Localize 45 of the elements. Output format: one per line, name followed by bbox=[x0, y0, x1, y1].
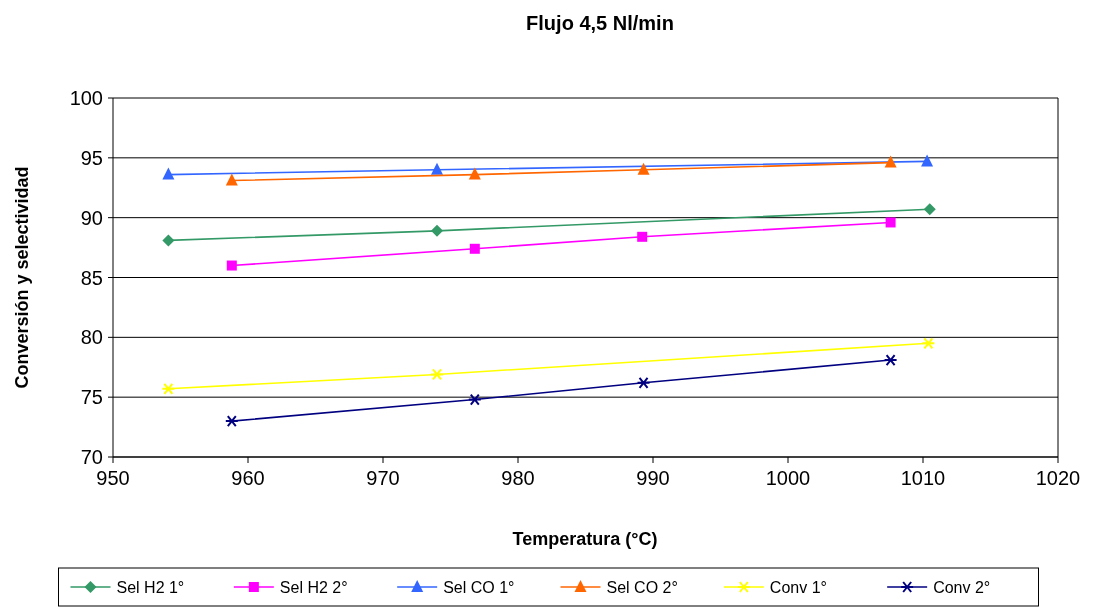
y-tick-label: 80 bbox=[80, 326, 103, 349]
point bbox=[430, 368, 444, 381]
y-tick-label: 95 bbox=[80, 146, 103, 169]
y-tick-label: 90 bbox=[80, 206, 103, 229]
point bbox=[637, 231, 648, 242]
point bbox=[921, 154, 934, 167]
point bbox=[162, 234, 175, 247]
x-tick-label: 980 bbox=[501, 467, 535, 489]
x-axis-title: Temperatura (°C) bbox=[512, 529, 658, 549]
x-tick-label: 1010 bbox=[900, 467, 946, 489]
point bbox=[883, 354, 898, 367]
x-tick-label: 950 bbox=[96, 467, 130, 489]
chart-title: Flujo 4,5 Nl/min bbox=[526, 12, 674, 34]
point bbox=[884, 155, 897, 168]
point bbox=[225, 173, 238, 186]
legend-label: Conv 1° bbox=[769, 578, 827, 596]
legend-label: Sel CO 2° bbox=[606, 578, 678, 596]
point bbox=[636, 376, 651, 389]
point bbox=[467, 393, 482, 406]
point bbox=[921, 337, 936, 350]
legend-label: Sel CO 1° bbox=[443, 578, 515, 596]
point bbox=[161, 382, 176, 395]
point bbox=[431, 224, 443, 237]
x-tick-label: 1020 bbox=[1035, 467, 1081, 489]
legend-label: Sel H2 2° bbox=[279, 578, 348, 596]
y-tick-label: 70 bbox=[80, 446, 103, 468]
y-tick-label: 100 bbox=[69, 87, 103, 109]
y-tick-label: 85 bbox=[80, 266, 103, 289]
y-axis-title: Conversión y selectividad bbox=[12, 166, 32, 389]
x-tick-label: 990 bbox=[636, 467, 670, 489]
point bbox=[226, 260, 237, 271]
point bbox=[224, 415, 239, 428]
point bbox=[885, 217, 896, 228]
legend-label: Sel H2 1° bbox=[116, 578, 185, 596]
x-tick-label: 970 bbox=[366, 467, 400, 489]
point bbox=[923, 203, 936, 216]
point bbox=[637, 162, 650, 175]
x-tick-label: 960 bbox=[231, 467, 265, 489]
y-tick-label: 75 bbox=[80, 386, 103, 409]
point bbox=[431, 162, 443, 175]
x-tick-label: 1000 bbox=[765, 467, 811, 489]
legend-label: Conv 2° bbox=[933, 578, 991, 596]
point bbox=[162, 167, 175, 180]
point bbox=[468, 167, 481, 180]
point bbox=[469, 243, 480, 254]
